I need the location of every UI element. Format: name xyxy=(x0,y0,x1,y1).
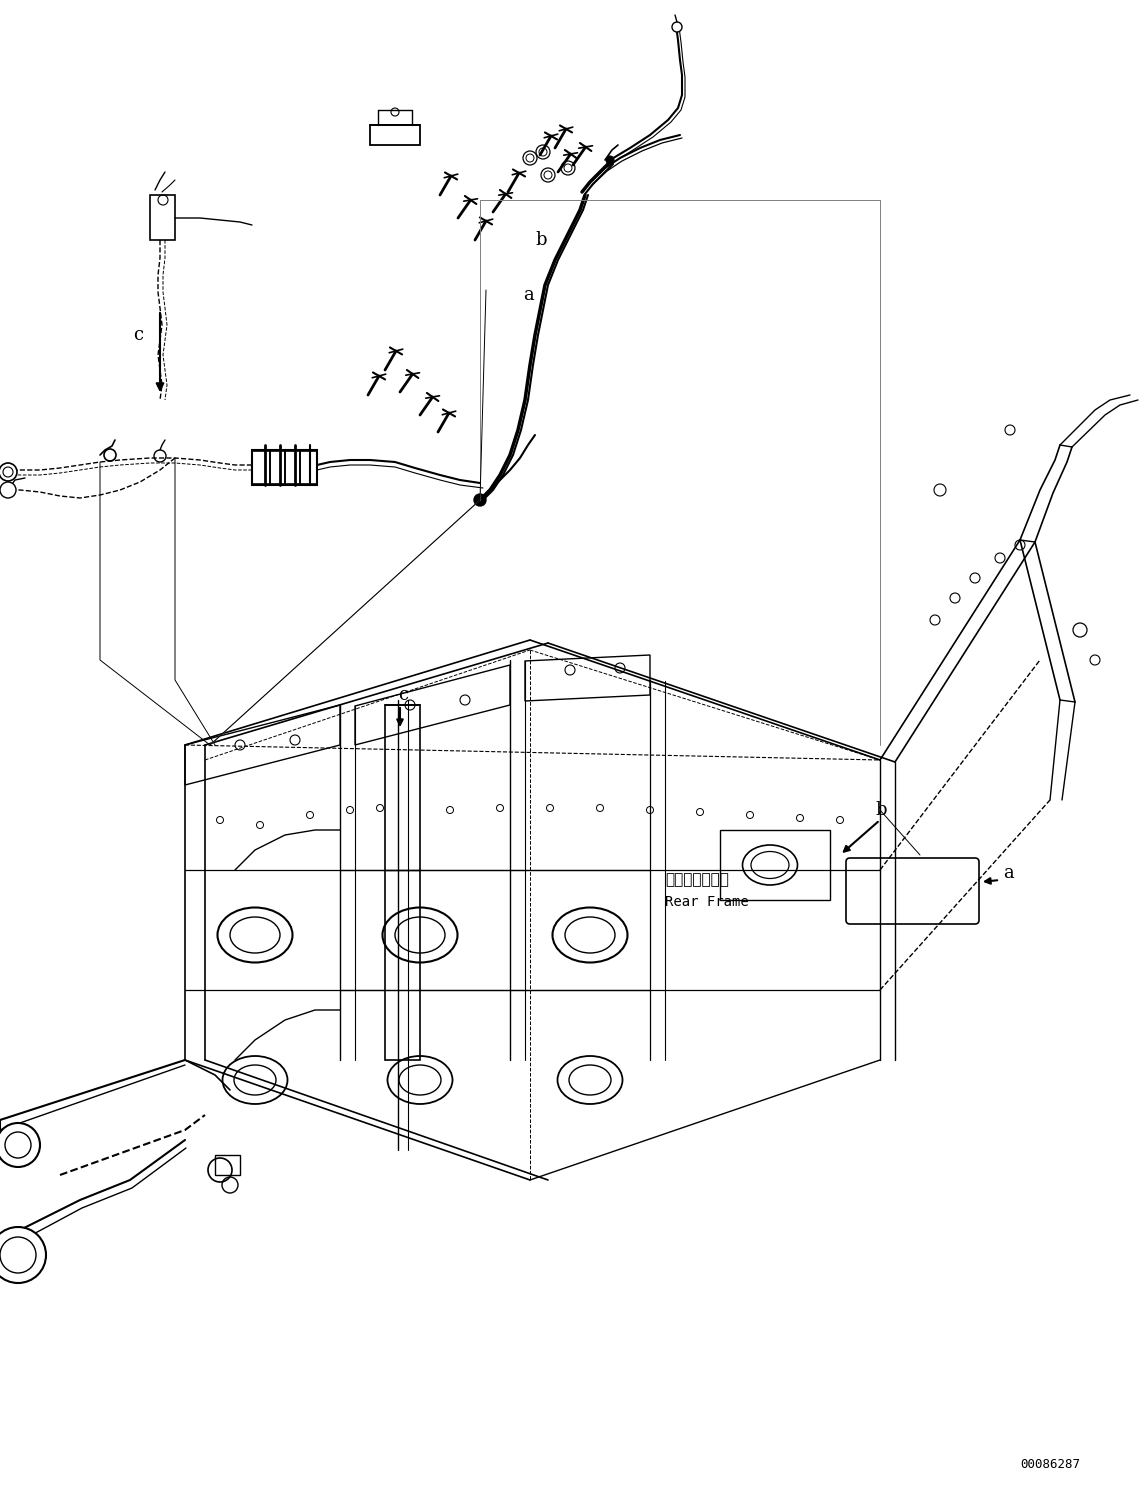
Text: c: c xyxy=(398,686,408,704)
Circle shape xyxy=(0,1227,46,1282)
Text: リヤーフレーム: リヤーフレーム xyxy=(665,872,729,887)
Circle shape xyxy=(0,1123,40,1167)
Circle shape xyxy=(672,22,682,31)
Text: c: c xyxy=(133,327,143,344)
Text: a: a xyxy=(523,286,534,304)
Circle shape xyxy=(0,464,17,482)
Bar xyxy=(285,450,300,485)
Bar xyxy=(370,125,420,145)
Circle shape xyxy=(474,494,486,505)
Text: a: a xyxy=(1003,863,1013,883)
Text: b: b xyxy=(875,801,887,819)
Text: 00086287: 00086287 xyxy=(1020,1458,1081,1472)
Bar xyxy=(385,705,420,1060)
Bar xyxy=(252,450,270,485)
Circle shape xyxy=(606,157,614,164)
Bar xyxy=(149,195,175,240)
Bar xyxy=(270,450,285,485)
Text: Rear Frame: Rear Frame xyxy=(665,895,748,910)
Circle shape xyxy=(0,482,16,498)
Bar xyxy=(215,1156,240,1175)
Bar xyxy=(252,450,317,485)
Bar xyxy=(300,450,317,485)
Text: b: b xyxy=(535,231,547,249)
